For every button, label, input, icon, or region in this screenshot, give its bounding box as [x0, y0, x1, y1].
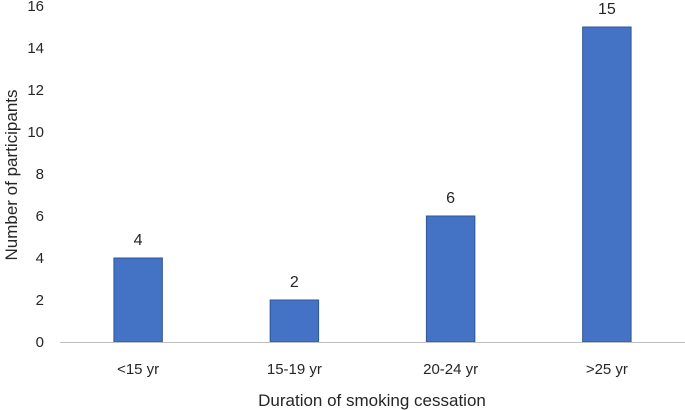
bar	[425, 215, 476, 343]
data-label: 6	[446, 190, 455, 207]
bars: 4 2 6 15	[113, 1, 632, 343]
x-tick-label: 20-24 yr	[423, 361, 478, 378]
y-axis-ticks: 0 2 4 6 8 10 12 14 16	[27, 0, 44, 351]
y-tick-label: 8	[36, 166, 44, 183]
bar	[269, 299, 320, 343]
y-tick-label: 6	[36, 208, 44, 225]
y-tick-label: 4	[36, 250, 44, 267]
y-tick-label: 10	[27, 124, 44, 141]
y-tick-label: 14	[27, 40, 44, 57]
x-axis-title: Duration of smoking cessation	[258, 391, 486, 410]
y-tick-label: 0	[36, 334, 44, 351]
x-tick-label: <15 yr	[117, 361, 159, 378]
bar	[582, 26, 632, 343]
y-tick-label: 12	[27, 82, 44, 99]
data-label: 4	[134, 232, 143, 249]
y-tick-label: 16	[27, 0, 44, 15]
x-tick-label: 15-19 yr	[267, 361, 322, 378]
bar	[113, 257, 163, 343]
x-axis-ticks: <15 yr 15-19 yr 20-24 yr >25 yr	[117, 361, 628, 378]
x-tick-label: >25 yr	[586, 361, 628, 378]
y-axis-title: Number of participants	[2, 89, 21, 260]
data-label: 2	[290, 274, 299, 291]
data-label: 15	[598, 1, 616, 18]
y-tick-label: 2	[36, 292, 44, 309]
